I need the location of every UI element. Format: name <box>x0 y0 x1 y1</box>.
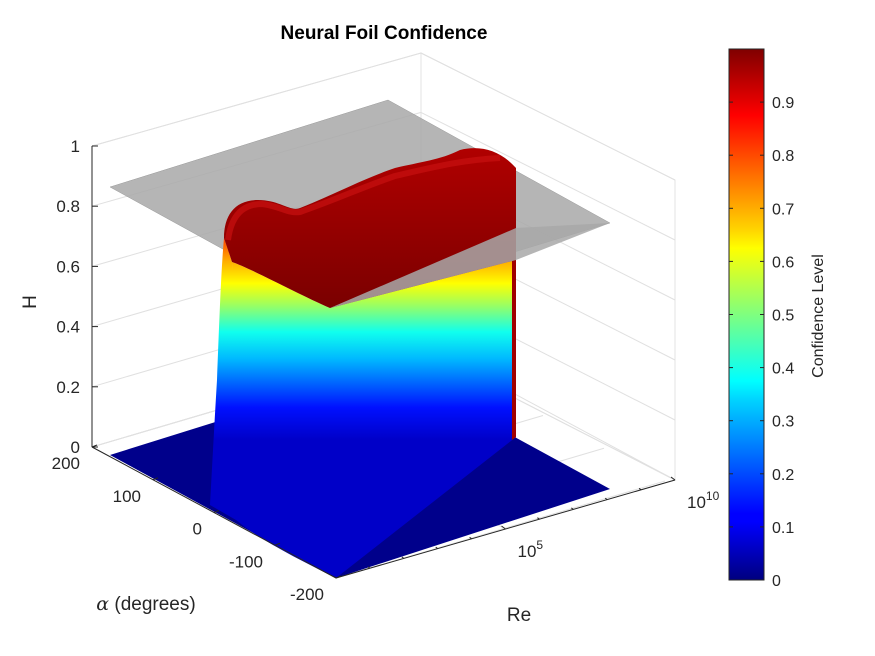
alpha-tick-label: -200 <box>290 585 324 604</box>
z-grid-line <box>91 52 422 147</box>
colorbar-tick-label: 0.4 <box>772 361 794 378</box>
alpha-tick-label: 0 <box>193 520 202 539</box>
colorbar-tick-label: 0.5 <box>772 308 794 325</box>
re-axis-label: Re <box>507 605 531 626</box>
z-tick-label: 0.2 <box>56 378 80 397</box>
surface-left-wall <box>210 238 237 520</box>
z-tick-label: 1 <box>71 137 80 156</box>
z-tick-label: 0 <box>71 438 80 457</box>
colorbar-tick-label: 0.7 <box>772 201 794 218</box>
re-tick-mark <box>670 476 676 481</box>
alpha-axis-label: α (degrees) <box>96 593 195 615</box>
re-tick-mark <box>333 576 337 579</box>
re-tick-mark <box>604 497 608 501</box>
re-tick-mark <box>638 487 642 491</box>
z-tick-label: 0.8 <box>56 197 80 216</box>
z-grid-line <box>420 111 676 241</box>
colorbar-ticks: 0 0.1 0.2 0.3 0.4 0.5 0.6 0.7 0.8 0.9 <box>729 95 794 590</box>
chart-title: Neural Foil Confidence <box>281 23 488 44</box>
re-tick-mark <box>570 507 574 510</box>
re-tick-mark <box>469 536 472 540</box>
alpha-tick-label: 200 <box>52 454 80 473</box>
threshold-plane-front <box>330 223 610 308</box>
re-tick-mark <box>435 546 439 549</box>
re-axis-ticks: 105 1010 <box>333 476 720 579</box>
alpha-tick-label: 100 <box>113 487 141 506</box>
colorbar-label: Confidence Level <box>810 254 827 378</box>
colorbar-tick-label: 0.3 <box>772 414 794 431</box>
alpha-tick-label: -100 <box>229 552 263 571</box>
alpha-axis-label-text: (degrees) <box>109 594 196 615</box>
z-tick-label: 0.6 <box>56 257 80 276</box>
colorbar-tick-label: 0.8 <box>772 148 794 165</box>
re-tick-mark <box>501 525 506 530</box>
alpha-tick-mark <box>213 510 220 513</box>
z-tick-label: 0.4 <box>56 318 80 337</box>
alpha-symbol: α <box>96 593 109 615</box>
colorbar-tick-label: 0.1 <box>772 520 794 537</box>
colorbar-tick-label: 0 <box>772 573 781 590</box>
surface-front-wall <box>232 260 516 578</box>
colorbar-tick-label: 0.2 <box>772 467 794 484</box>
z-grid-line <box>420 52 676 181</box>
alpha-axis-ticks: -200 -100 0 100 200 <box>52 444 342 604</box>
colorbar-tick-label: 0.6 <box>772 254 794 271</box>
colorbar <box>728 48 765 581</box>
re-tick-mark <box>401 556 405 559</box>
alpha-tick-mark <box>152 477 159 481</box>
colorbar-tick-label: 0.9 <box>772 95 794 112</box>
re-tick-mark <box>367 566 371 569</box>
re-tick-label: 105 <box>518 538 544 561</box>
z-axis-label: H <box>20 295 41 309</box>
re-tick-mark <box>537 517 540 520</box>
z-axis-ticks: 0 0.2 0.4 0.6 0.8 1 <box>56 137 98 457</box>
surface-top-ridge <box>225 155 501 241</box>
alpha-tick-mark <box>91 444 98 448</box>
alpha-tick-mark <box>335 575 342 579</box>
alpha-tick-mark <box>274 542 281 546</box>
re-tick-label: 1010 <box>687 489 720 512</box>
